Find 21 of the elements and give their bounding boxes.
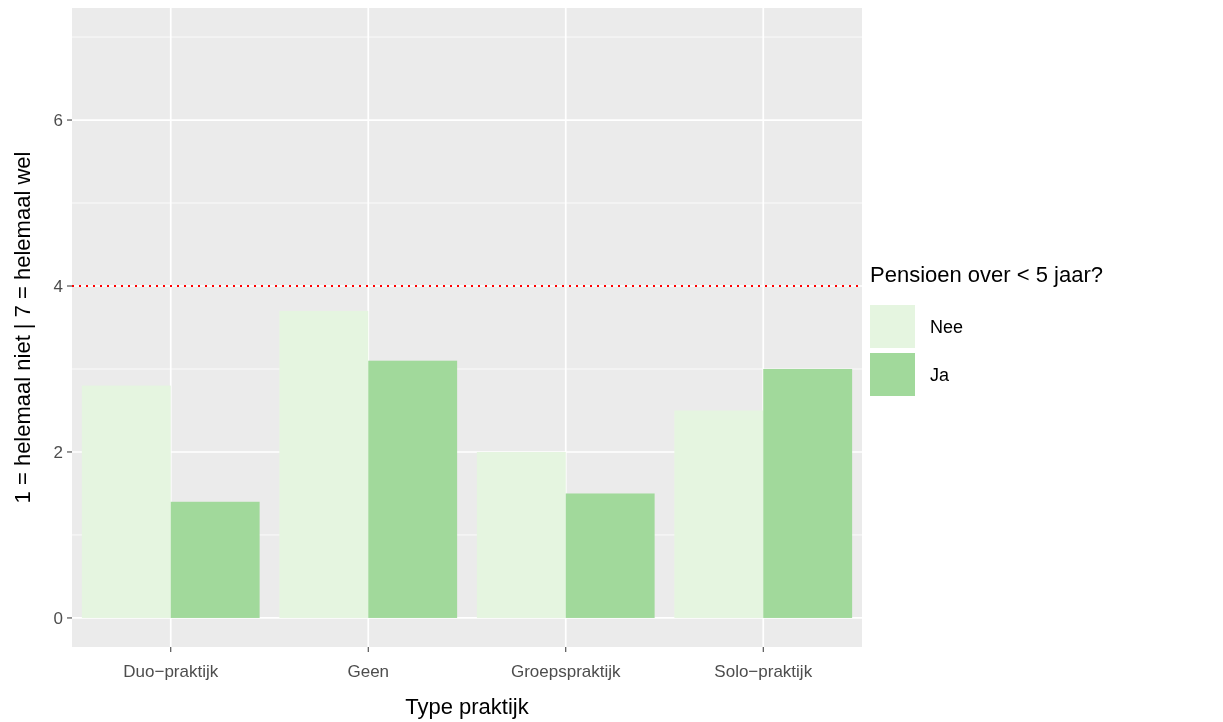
x-tick-label: Duo−praktijk [123, 662, 219, 681]
bar [279, 310, 369, 618]
bar [170, 501, 260, 618]
y-tick-label: 2 [53, 442, 63, 462]
x-tick-label: Solo−praktijk [714, 662, 813, 681]
y-axis-title: 1 = helemaal niet | 7 = helemaal wel [10, 151, 35, 504]
x-axis-title: Type praktijk [405, 694, 530, 719]
legend-label: Ja [930, 365, 950, 386]
bar [674, 410, 764, 618]
bar [565, 493, 655, 618]
bar [476, 451, 566, 618]
legend-title: Pensioen over < 5 jaar? [870, 262, 1103, 287]
bar [81, 385, 171, 618]
bar [368, 360, 458, 618]
y-tick-label: 6 [53, 110, 63, 130]
bar [763, 368, 853, 618]
x-tick-label: Groepspraktijk [510, 662, 622, 681]
legend-label: Nee [930, 317, 964, 338]
y-tick-label: 0 [53, 608, 63, 628]
y-tick-label: 4 [53, 276, 63, 296]
x-tick-label: Geen [347, 662, 390, 681]
